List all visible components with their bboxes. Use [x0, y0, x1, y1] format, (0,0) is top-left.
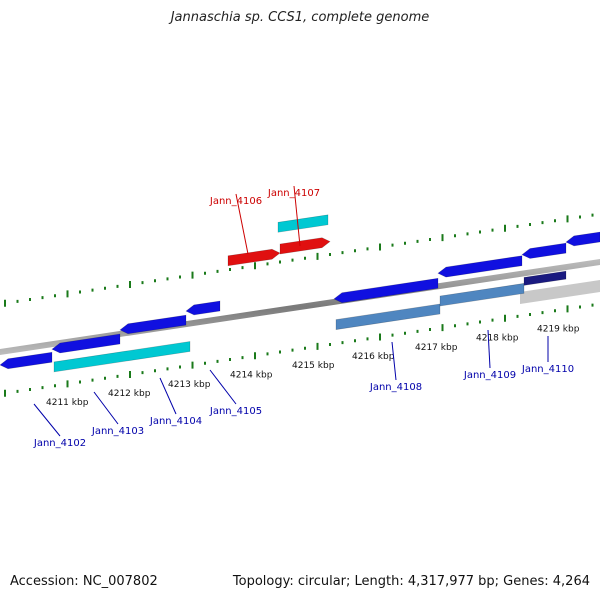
gene-arrow[interactable]: [437, 255, 523, 278]
gene-arrow[interactable]: [227, 248, 281, 267]
gene-track: [0, 214, 600, 373]
gene-arrow[interactable]: [439, 283, 525, 307]
gene-label[interactable]: Jann_4103: [91, 426, 144, 437]
gene-label[interactable]: Jann_4102: [33, 438, 86, 449]
scale-label: 4217 kbp: [415, 343, 458, 353]
gene-leader-line: [159, 377, 177, 415]
gene-label[interactable]: Jann_4108: [369, 382, 422, 393]
gene-arrow[interactable]: [333, 277, 439, 304]
scale-label: 4212 kbp: [108, 389, 151, 399]
genome-summary: Topology: circular; Length: 4,317,977 bp…: [232, 574, 590, 589]
gene-label[interactable]: Jann_4105: [209, 406, 262, 417]
gene-leader-line: [209, 369, 237, 405]
gene-label[interactable]: Jann_4107: [267, 188, 320, 199]
gene-arrow[interactable]: [53, 341, 191, 373]
inner-tick-track: [4, 303, 594, 397]
gene-leader-line: [93, 391, 119, 425]
backbone-band: [0, 259, 600, 355]
gene-arrow[interactable]: [335, 303, 441, 330]
outer-tick-track: [4, 213, 594, 307]
genome-backbone: [0, 259, 600, 355]
scale-label: 4218 kbp: [476, 334, 519, 344]
gene-arrow[interactable]: [119, 314, 187, 335]
scale-label: 4219 kbp: [537, 324, 580, 334]
gene-label[interactable]: Jann_4109: [463, 370, 516, 381]
gene-label[interactable]: Jann_4106: [209, 196, 262, 207]
gene-arrow[interactable]: [185, 300, 221, 316]
gene-arrow[interactable]: [279, 237, 331, 255]
scale-label: 4214 kbp: [230, 371, 273, 381]
gene-label[interactable]: Jann_4104: [149, 416, 202, 427]
backbone-overlay: [520, 280, 600, 304]
scale-label: 4213 kbp: [168, 380, 211, 390]
gene-arrow[interactable]: [51, 333, 121, 354]
gene-arrow[interactable]: [0, 351, 53, 370]
map-title: Jannaschia sp. CCS1, complete genome: [170, 10, 430, 25]
gene-leader-line: [487, 329, 491, 369]
gene-arrow[interactable]: [523, 270, 567, 286]
gene-leader-line: [235, 193, 249, 255]
gene-leader-line: [33, 403, 61, 437]
scale-label: 4211 kbp: [46, 398, 89, 408]
gene-arrow[interactable]: [521, 242, 567, 259]
gene-leader-line: [293, 185, 301, 247]
scale-labels: 4211 kbp 4212 kbp 4213 kbp 4214 kbp 4215 kbp…: [46, 324, 580, 408]
scale-label: 4215 kbp: [292, 361, 335, 371]
gene-arrow[interactable]: [277, 214, 329, 233]
accession-text: Accession: NC_007802: [10, 574, 158, 589]
gene-labels: Jann_4102 Jann_4103 Jann_4104 Jann_4105 Jann…: [33, 185, 574, 449]
gene-arrow[interactable]: [565, 231, 600, 247]
scale-label: 4216 kbp: [352, 352, 395, 362]
gene-leader-line: [391, 341, 397, 381]
gene-label[interactable]: Jann_4110: [521, 364, 574, 375]
